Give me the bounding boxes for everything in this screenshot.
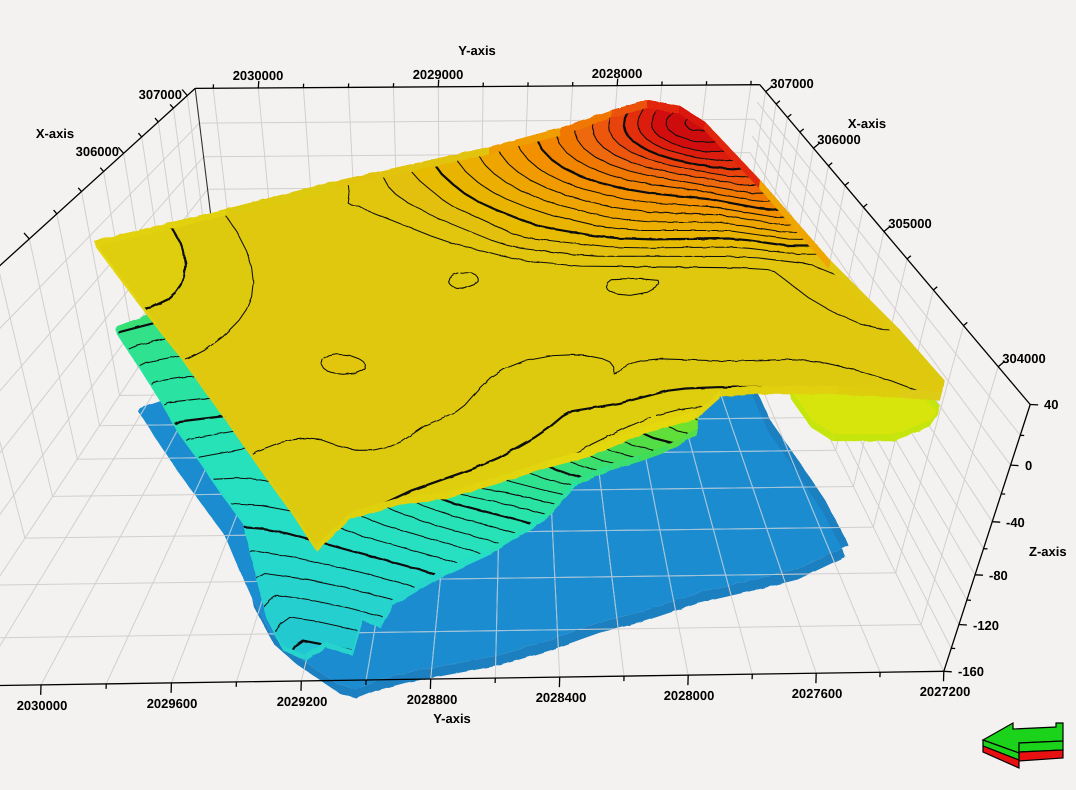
- svg-text:2028000: 2028000: [592, 66, 643, 81]
- svg-text:-80: -80: [989, 568, 1008, 583]
- svg-text:-40: -40: [1006, 515, 1025, 530]
- svg-text:40: 40: [1044, 397, 1058, 412]
- svg-text:2029600: 2029600: [147, 696, 198, 711]
- svg-text:305000: 305000: [888, 216, 931, 231]
- svg-text:2028400: 2028400: [536, 690, 587, 705]
- svg-text:307000: 307000: [770, 76, 813, 91]
- svg-text:2028000: 2028000: [664, 688, 715, 703]
- svg-text:0: 0: [1025, 458, 1032, 473]
- svg-text:2028800: 2028800: [407, 692, 458, 707]
- svg-text:2027600: 2027600: [792, 686, 843, 701]
- svg-text:2030000: 2030000: [17, 698, 68, 713]
- svg-text:-160: -160: [958, 664, 984, 679]
- svg-text:307000: 307000: [139, 87, 182, 102]
- svg-text:Y-axis: Y-axis: [458, 43, 496, 58]
- svg-text:306000: 306000: [817, 132, 860, 147]
- svg-text:X-axis: X-axis: [848, 116, 886, 131]
- svg-text:-120: -120: [973, 618, 999, 633]
- svg-text:2029200: 2029200: [277, 694, 328, 709]
- svg-text:306000: 306000: [76, 144, 119, 159]
- svg-text:Z-axis: Z-axis: [1029, 544, 1067, 559]
- svg-text:2027200: 2027200: [920, 684, 971, 699]
- svg-text:X-axis: X-axis: [36, 126, 74, 141]
- svg-text:2030000: 2030000: [233, 68, 284, 83]
- svg-text:304000: 304000: [1002, 351, 1045, 366]
- svg-text:2029000: 2029000: [413, 67, 464, 82]
- svg-text:Y-axis: Y-axis: [433, 711, 471, 726]
